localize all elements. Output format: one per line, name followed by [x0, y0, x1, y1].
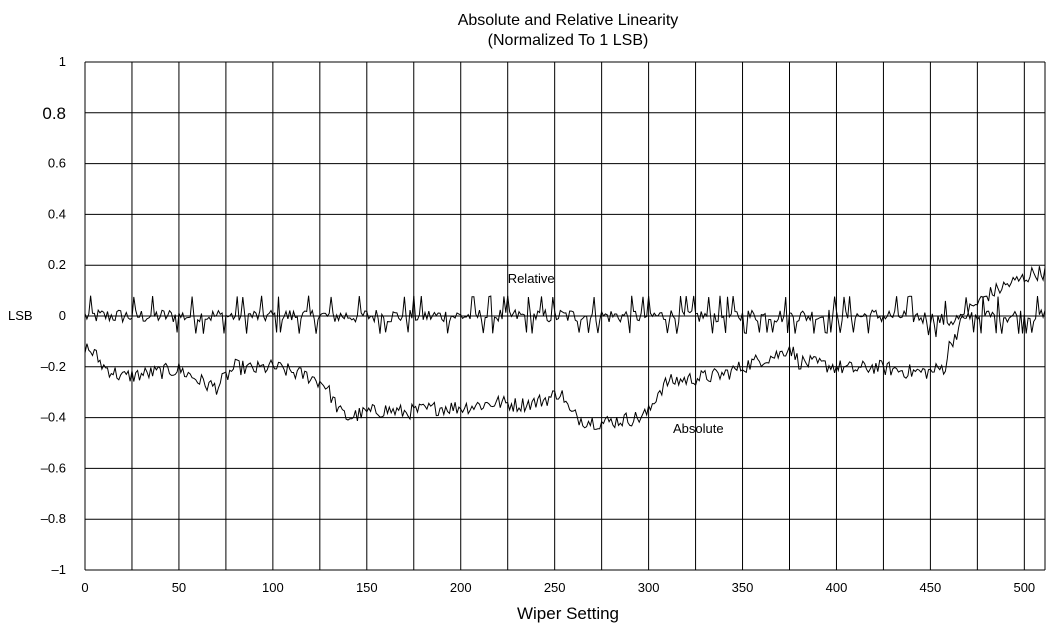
x-tick-label: 250 — [544, 580, 566, 595]
y-axis-label: LSB — [8, 308, 33, 323]
y-tick-label: –0.4 — [41, 410, 66, 425]
x-tick-label: 0 — [81, 580, 88, 595]
series-lines — [84, 265, 1046, 430]
y-tick-label: 0 — [59, 308, 66, 323]
x-tick-labels: 0 50 100 150 200 250 300 350 400 450 500 — [81, 580, 1035, 595]
series-line-absolute — [84, 265, 1046, 430]
y-tick-label: –1 — [52, 562, 66, 577]
y-tick-label: 0.4 — [48, 206, 66, 221]
annotation-relative: Relative — [508, 271, 555, 286]
y-tick-label: 0.2 — [48, 257, 66, 272]
y-tick-labels: 1 0.8 0.6 0.4 0.2 0 –0.2 –0.4 –0.6 –0.8 –1 — [41, 54, 66, 577]
x-tick-label: 100 — [262, 580, 284, 595]
x-axis-label: Wiper Setting — [517, 604, 619, 623]
chart-subtitle: (Normalized To 1 LSB) — [488, 32, 649, 49]
x-tick-label: 150 — [356, 580, 378, 595]
y-tick-label: 0.8 — [42, 104, 66, 123]
y-tick-label: –0.8 — [41, 511, 66, 526]
series-line-relative — [84, 295, 1046, 338]
y-tick-label: –0.2 — [41, 359, 66, 374]
y-tick-label: 0.6 — [48, 156, 66, 171]
annotation-absolute: Absolute — [673, 421, 724, 436]
x-tick-label: 450 — [920, 580, 942, 595]
annotations: Relative Absolute — [508, 271, 724, 436]
x-tick-label: 300 — [638, 580, 660, 595]
x-tick-label: 500 — [1013, 580, 1035, 595]
chart-title: Absolute and Relative Linearity — [458, 12, 679, 29]
x-tick-label: 50 — [172, 580, 186, 595]
x-tick-label: 200 — [450, 580, 472, 595]
y-tick-label: –0.6 — [41, 460, 66, 475]
x-tick-label: 350 — [732, 580, 754, 595]
y-tick-label: 1 — [59, 54, 66, 69]
x-tick-label: 400 — [826, 580, 848, 595]
